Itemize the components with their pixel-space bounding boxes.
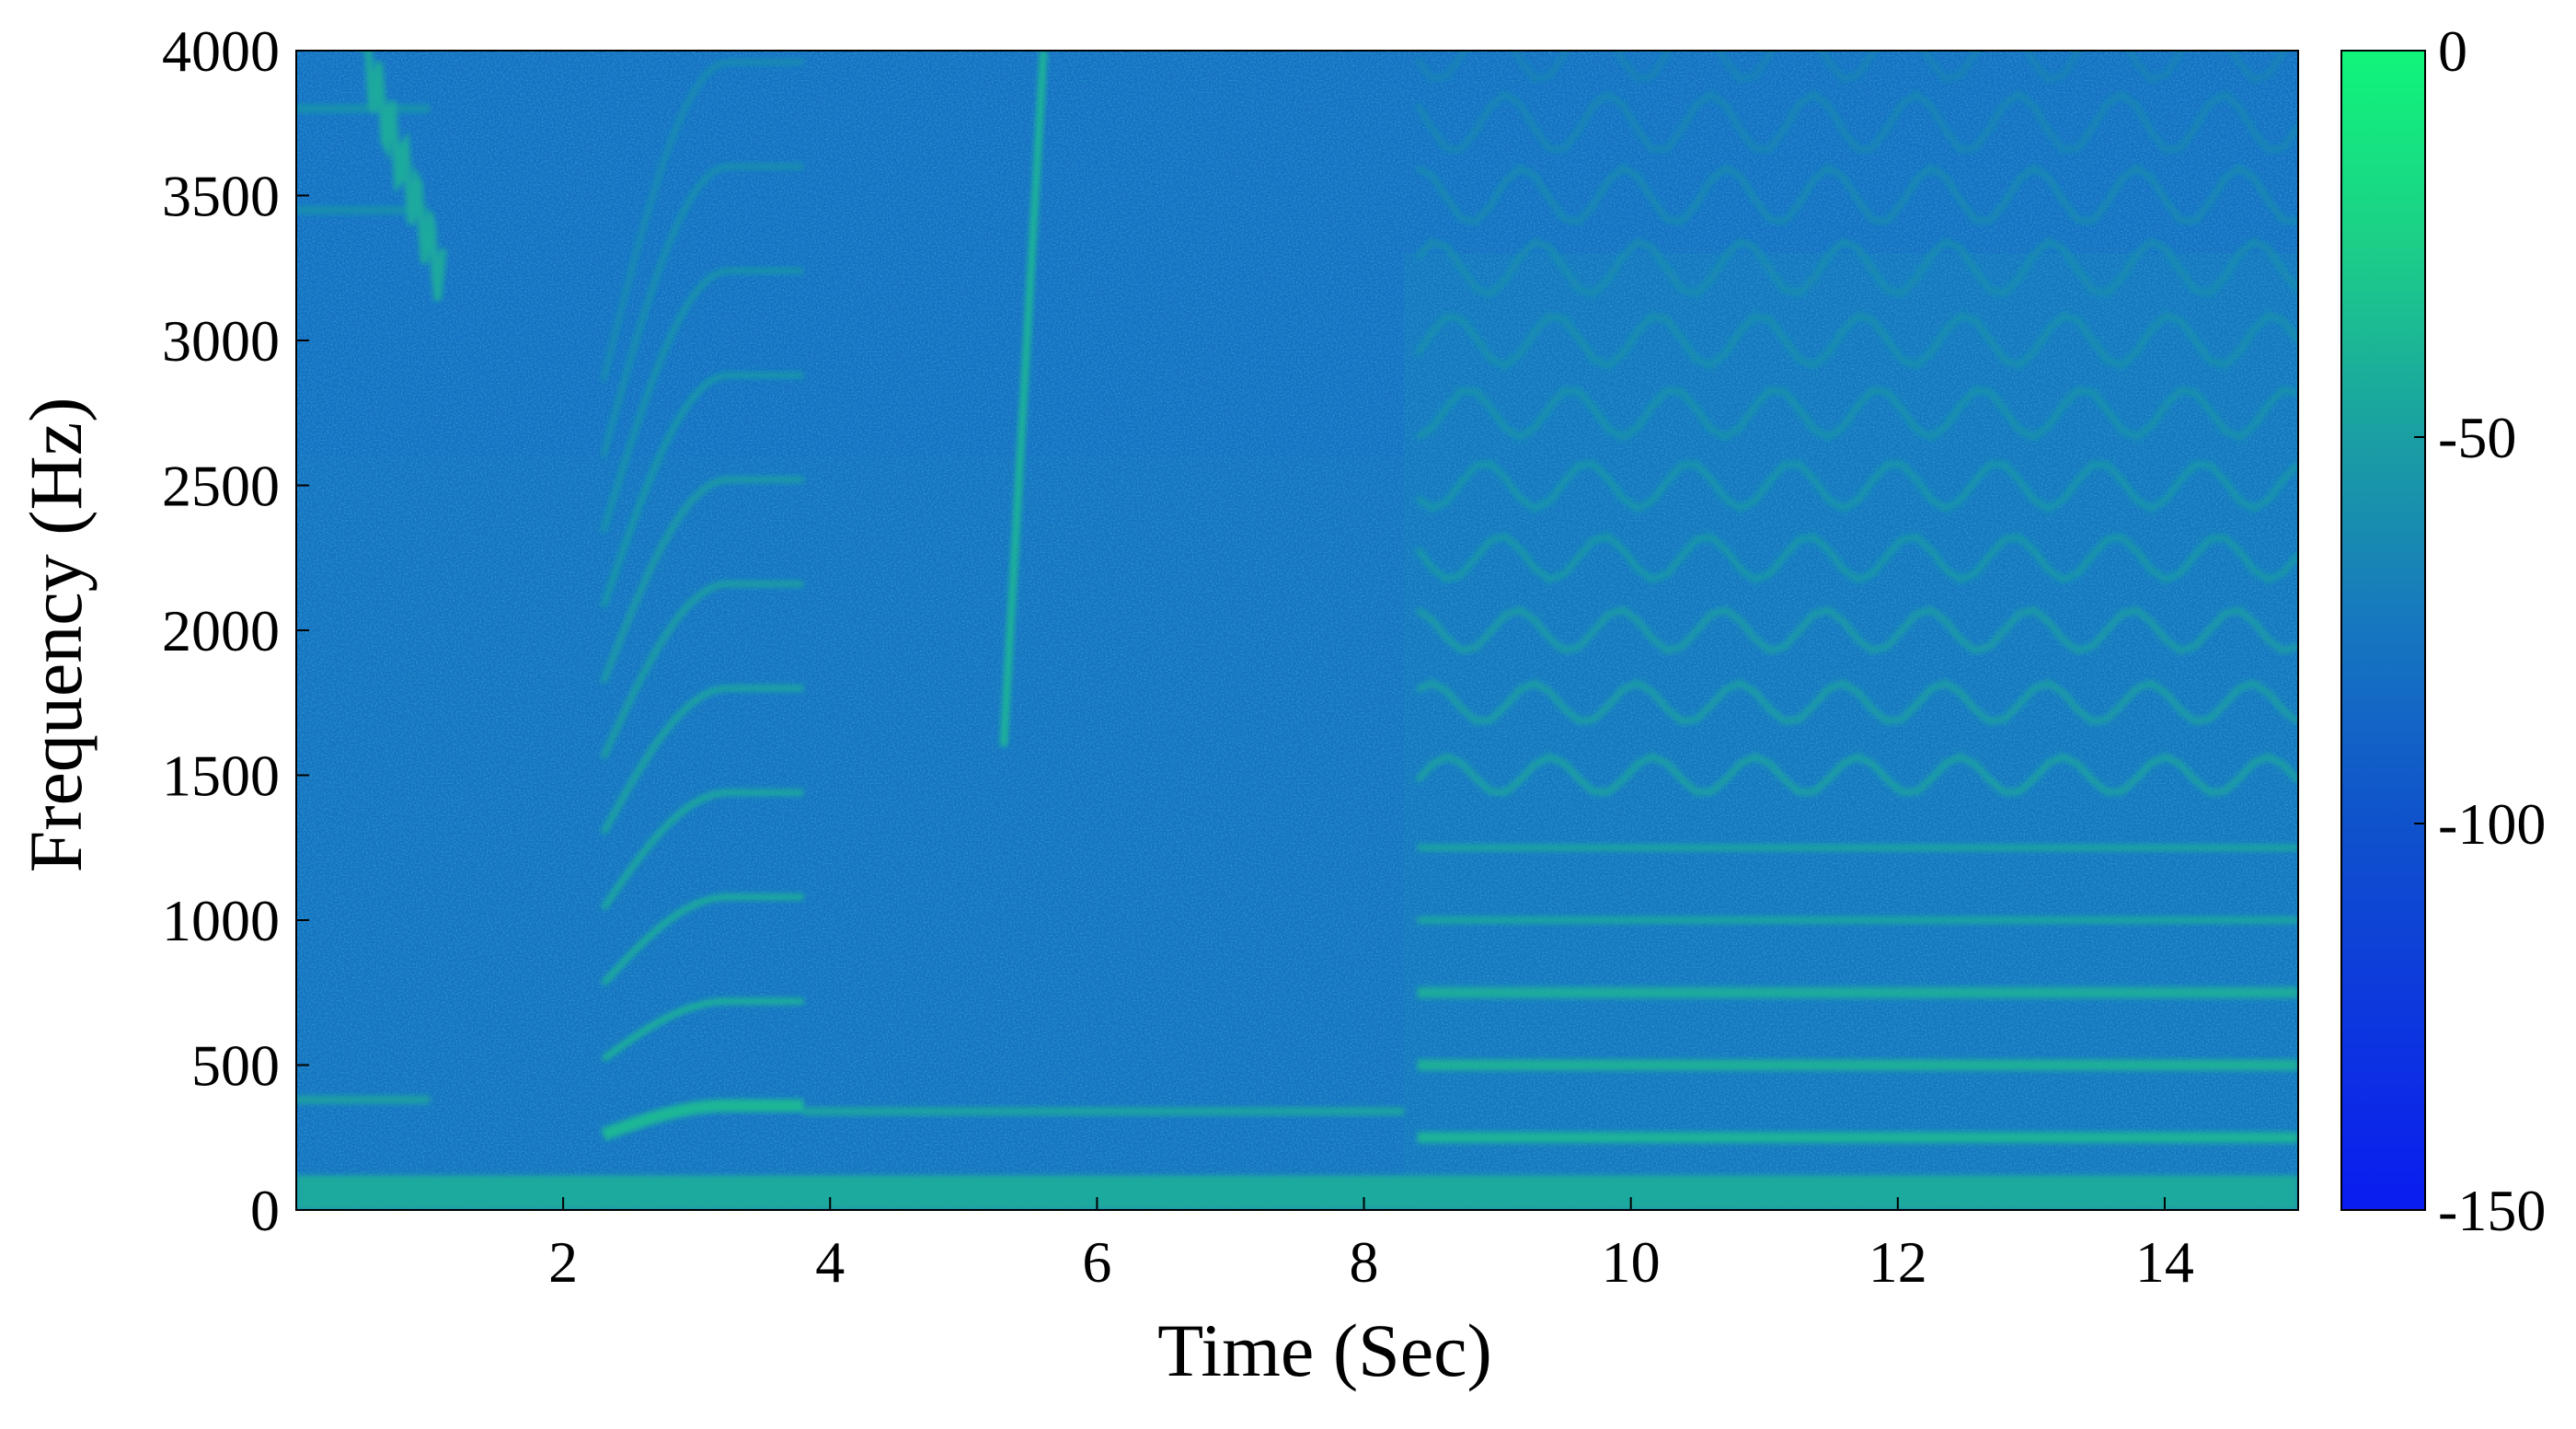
harmonic-arc: [600, 372, 804, 608]
colorbar-gradient: [2340, 50, 2426, 1211]
y-tick-label: 3500: [162, 164, 280, 229]
harmonic-line: [1414, 311, 2298, 370]
colorbar: 0 -50 -100 -150: [2340, 18, 2546, 1243]
x-tick-label: 2: [548, 1229, 578, 1295]
features: [296, 51, 2298, 1210]
colorbar-tick-label: 0: [2438, 18, 2467, 84]
x-tick-label: 8: [1350, 1229, 1379, 1295]
y-tick-label: 0: [250, 1178, 280, 1243]
harmonic-arc: [600, 581, 804, 760]
plot-area: [296, 51, 2298, 1210]
low-frequency-band: [296, 1175, 2298, 1210]
y-axis-label: Frequency (Hz): [14, 398, 98, 873]
harmonic-arc: [600, 267, 804, 533]
harmonic-line: [1414, 533, 2298, 584]
harmonic-arc: [601, 1099, 804, 1141]
y-tick-label: 4000: [162, 18, 280, 84]
axes: 2 4 6 8 10 12 14 0 500 1000 1500 2000 2500 3000 3500 40…: [162, 18, 2299, 1295]
x-tick-label: 12: [1869, 1229, 1927, 1295]
colorbar-tick-label: -150: [2438, 1178, 2546, 1243]
harmonic-line: [1415, 605, 2298, 655]
x-axis-label: Time (Sec): [1157, 1308, 1492, 1392]
texture: [296, 51, 2298, 1210]
x-tick-label: 6: [1082, 1229, 1111, 1295]
harmonic-arc: [600, 685, 804, 836]
harmonic-line: [1416, 679, 2298, 726]
harmonic-arc: [601, 997, 804, 1063]
y-tick-label: 500: [191, 1033, 280, 1099]
harmonic-line: [1415, 386, 2298, 442]
harmonic-line: [1414, 51, 2288, 84]
y-tick-label: 1500: [162, 743, 280, 809]
harmonic-arc: [600, 59, 804, 382]
harmonic-arc: [601, 893, 804, 986]
colorbar-tick-label: -50: [2438, 405, 2516, 470]
y-tick-label: 1000: [162, 888, 280, 953]
harmonic-arc: [600, 163, 804, 457]
colorbar-tick-label: -100: [2438, 791, 2546, 857]
sweep-trace: [999, 51, 1048, 747]
noise-texture: [296, 51, 2298, 1210]
x-tick-label: 4: [815, 1229, 845, 1295]
harmonic-arc: [600, 789, 804, 911]
y-tick-label: 2500: [162, 454, 280, 519]
x-tick-label: 14: [2135, 1229, 2194, 1295]
harmonic-line: [1415, 237, 2298, 298]
y-tick-label: 3000: [162, 308, 280, 374]
harmonic-line: [1416, 163, 2298, 226]
harmonic-arc: [600, 476, 804, 684]
harmonic-line: [1414, 89, 2298, 155]
harmonic-line: [1415, 460, 2298, 513]
harmonic-line: [1415, 753, 2298, 796]
x-tick-label: 10: [1602, 1229, 1661, 1295]
chirp-trace: [362, 51, 447, 302]
y-tick-label: 2000: [162, 598, 280, 663]
